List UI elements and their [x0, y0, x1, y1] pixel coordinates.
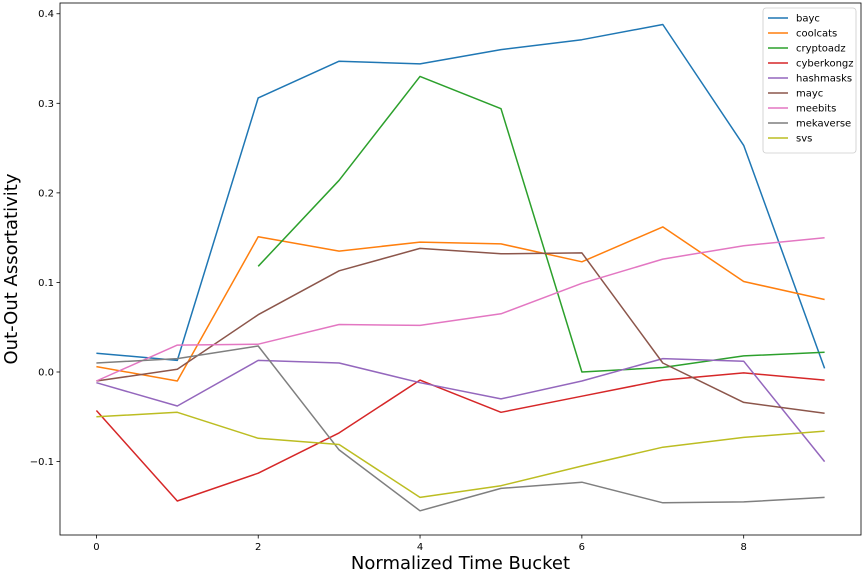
- x-tick-label: 6: [579, 542, 585, 553]
- legend-label-bayc: bayc: [796, 14, 820, 25]
- series-line-hashmasks: [96, 357, 826, 463]
- y-axis: −0.1 0.0 0.1 0.2 0.3 0.4: [30, 9, 60, 468]
- y-tick-label: −0.1: [30, 457, 54, 468]
- x-tick-label: 0: [93, 542, 99, 553]
- series-line-mayc: [96, 247, 825, 414]
- x-axis-title: Normalized Time Bucket: [351, 553, 570, 574]
- series-line-cryptoadz: [257, 75, 825, 373]
- legend-label-mekaverse: mekaverse: [796, 119, 851, 130]
- series-line-bayc: [96, 23, 826, 369]
- plot-area-frame: [59, 2, 862, 536]
- x-axis: 0 2 4 6 8: [93, 535, 747, 553]
- y-axis-title: Out-Out Assortativity: [1, 173, 22, 364]
- legend-label-coolcats: coolcats: [796, 29, 837, 40]
- legend-box: [762, 7, 857, 154]
- y-tick-label: 0.1: [38, 278, 54, 289]
- series-line-coolcats: [96, 226, 825, 382]
- y-tick-label: 0.3: [38, 99, 54, 110]
- series-line-cyberkongz: [95, 372, 825, 502]
- x-tick-label: 8: [740, 542, 746, 553]
- series-line-svs: [96, 411, 825, 499]
- x-tick-label: 4: [417, 542, 423, 553]
- y-tick-label: 0.2: [38, 188, 54, 199]
- x-tick-label: 2: [255, 542, 261, 553]
- legend: bayc coolcats cryptoadz cyberkongz hashmasks…: [762, 7, 857, 154]
- series-line-meebits: [96, 236, 825, 382]
- legend-label-mayc: mayc: [796, 89, 823, 100]
- legend-label-svs: svs: [796, 134, 812, 145]
- legend-label-meebits: meebits: [796, 104, 836, 115]
- legend-label-cryptoadz: cryptoadz: [796, 44, 846, 55]
- legend-label-hashmasks: hashmasks: [796, 74, 852, 85]
- y-tick-label: 0.4: [38, 9, 54, 20]
- y-tick-label: 0.0: [38, 367, 54, 378]
- series-lines: [95, 23, 826, 512]
- series-line-mekaverse: [96, 345, 825, 512]
- legend-label-cyberkongz: cyberkongz: [796, 59, 854, 70]
